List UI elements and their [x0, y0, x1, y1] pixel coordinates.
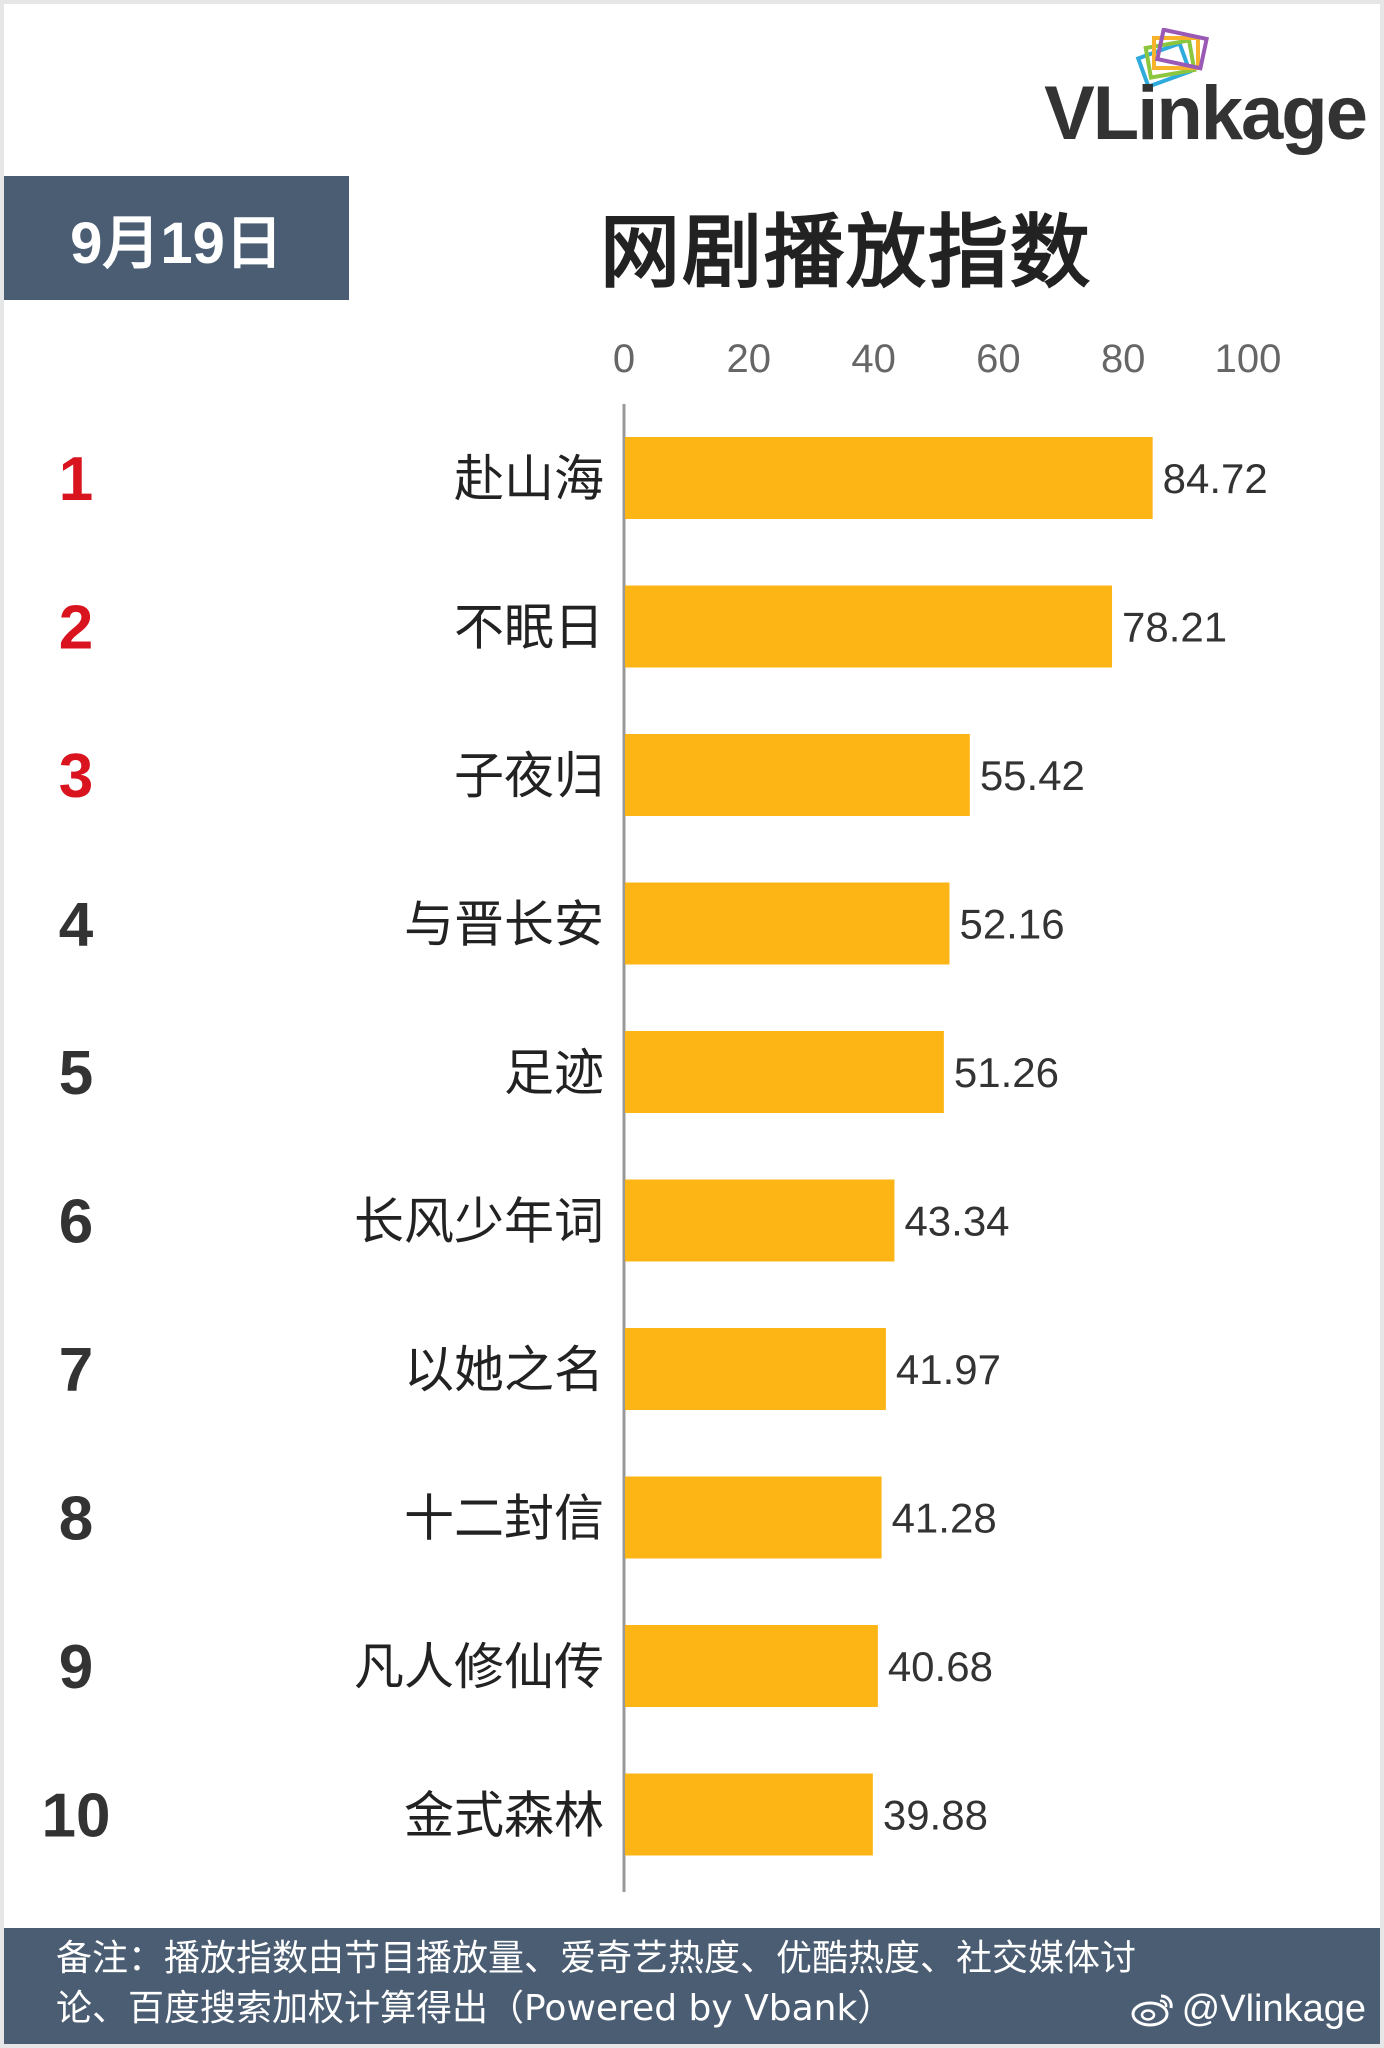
- bar-value-label: 51.26: [954, 1049, 1059, 1096]
- rank-number: 8: [59, 1485, 93, 1554]
- rank-number: 3: [59, 742, 93, 811]
- category-label: 凡人修仙传: [354, 1638, 604, 1696]
- x-tick-label: 40: [851, 337, 896, 381]
- bar-value-label: 78.21: [1122, 604, 1227, 651]
- vlinkage-logo: VLinkage: [1044, 28, 1368, 158]
- bar: [625, 1031, 944, 1113]
- category-label: 赴山海: [454, 450, 604, 508]
- bar-value-label: 52.16: [959, 901, 1064, 948]
- x-tick-label: 20: [727, 337, 772, 381]
- x-tick-label: 100: [1215, 337, 1282, 381]
- rank-number: 6: [59, 1188, 93, 1257]
- rank-number: 1: [59, 445, 93, 514]
- bar: [625, 437, 1153, 519]
- chart-title: 网剧播放指数: [600, 206, 1092, 299]
- category-label: 足迹: [504, 1044, 604, 1102]
- x-tick-label: 80: [1101, 337, 1146, 381]
- category-label: 不眠日: [454, 599, 604, 657]
- rank-number: 5: [59, 1039, 93, 1108]
- rank-number: 10: [42, 1782, 111, 1851]
- footer-note-line-2: 论、百度搜索加权计算得出（Powered by Vbank）: [56, 1988, 894, 2029]
- bar: [625, 1773, 873, 1856]
- bar: [625, 882, 950, 965]
- date-badge: 9月19日: [4, 176, 349, 300]
- bar-value-label: 39.88: [883, 1792, 988, 1839]
- watermark-text: @Vlinkage: [1181, 1988, 1366, 2030]
- footer-note: 备注：播放指数由节目播放量、爱奇艺热度、优酷热度、社交媒体讨 论、百度搜索加权计…: [4, 1928, 1380, 2044]
- bar: [625, 585, 1113, 668]
- category-label: 子夜归: [454, 747, 604, 805]
- rank-number: 2: [59, 594, 93, 663]
- bar: [625, 1476, 882, 1559]
- bar: [625, 1328, 886, 1410]
- bar-value-label: 43.34: [904, 1198, 1009, 1245]
- bar-value-label: 55.42: [980, 752, 1085, 799]
- category-label: 十二封信: [404, 1490, 604, 1548]
- weibo-watermark: @Vlinkage: [1130, 1984, 1366, 2034]
- footer-note-line-1: 备注：播放指数由节目播放量、爱奇艺热度、优酷热度、社交媒体讨: [56, 1938, 1137, 1979]
- logo-cards-icon: [1135, 28, 1210, 90]
- weibo-icon: [1131, 1994, 1173, 2027]
- rank-number: 4: [59, 891, 94, 960]
- category-label: 金式森林: [404, 1787, 604, 1845]
- bar: [625, 1625, 878, 1707]
- category-label: 与晋长安: [404, 896, 604, 954]
- rank-number: 9: [59, 1633, 93, 1702]
- x-tick-label: 0: [613, 337, 635, 381]
- bar-value-label: 41.97: [896, 1346, 1001, 1393]
- rank-number: 7: [59, 1336, 93, 1405]
- bar-value-label: 40.68: [888, 1643, 993, 1690]
- logo-wordmark: VLinkage: [1044, 71, 1368, 156]
- category-label: 以她之名: [404, 1341, 604, 1399]
- x-tick-label: 60: [976, 337, 1021, 381]
- bar-chart: 0 20 40 60 80 100 84.72 赴山海 1 78.21 不眠日 2 55.42 子夜归 3 5…: [42, 337, 1282, 1892]
- bar-value-label: 41.28: [892, 1495, 997, 1542]
- bar: [625, 1179, 895, 1262]
- bar: [625, 734, 970, 816]
- bar-value-label: 84.72: [1163, 455, 1268, 502]
- category-label: 长风少年词: [354, 1193, 604, 1251]
